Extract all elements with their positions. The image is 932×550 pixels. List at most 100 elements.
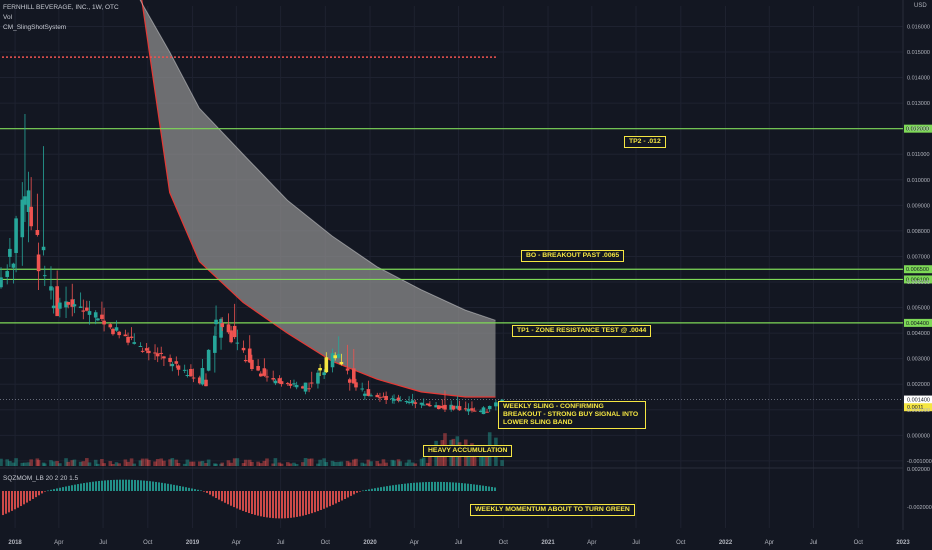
volume-bar xyxy=(428,449,432,466)
volume-bar xyxy=(339,461,344,466)
time-tick-label: Oct xyxy=(321,540,331,546)
candle-body xyxy=(481,407,486,415)
level-tag-label: 0.006500 xyxy=(906,267,929,273)
time-tick-label: Jul xyxy=(810,540,818,546)
momentum-bar xyxy=(356,491,358,493)
volume-bar xyxy=(189,461,193,466)
volume-bar xyxy=(36,460,41,466)
candle-body xyxy=(235,342,240,344)
horizontal-levels: 0.012000 0.006500 0.006100 0.004400 0.001400… xyxy=(0,56,932,412)
volume-bar xyxy=(318,459,322,466)
annotation-momentum: WEEKLY MOMENTUM ABOUT TO TURN GREEN xyxy=(470,504,635,516)
momentum-bar xyxy=(407,483,409,491)
candle-body xyxy=(108,324,113,328)
level-tag-label: 0.004400 xyxy=(906,321,929,327)
candle-body xyxy=(36,254,41,272)
volume-bar xyxy=(182,463,187,466)
volume-bar xyxy=(345,460,350,466)
price-tick-label: 0.009000 xyxy=(907,203,930,209)
momentum-bar xyxy=(467,483,469,491)
momentum-bar xyxy=(104,480,106,491)
candle-body xyxy=(49,286,53,291)
price-tick-label: 0.014000 xyxy=(907,76,930,82)
momentum-bar xyxy=(410,483,412,491)
candle-body xyxy=(369,395,373,397)
volume-bar xyxy=(213,463,217,466)
momentum-bar xyxy=(185,487,187,491)
momentum-bar xyxy=(338,491,340,502)
momentum-bar xyxy=(29,491,31,501)
momentum-bar xyxy=(53,489,55,491)
momentum-bar xyxy=(50,489,52,491)
volume-bar xyxy=(23,462,27,466)
candle-body xyxy=(87,311,92,315)
candle-body xyxy=(303,382,308,392)
volume-bar xyxy=(206,459,211,466)
momentum-bar xyxy=(227,491,229,505)
volume-bar xyxy=(42,463,47,466)
volume-bar xyxy=(170,458,175,466)
price-tick-label: 0.006000 xyxy=(907,280,930,286)
candle-body xyxy=(0,277,3,288)
momentum-bar xyxy=(305,491,307,515)
price-tick-label: 0.010000 xyxy=(907,178,930,184)
momentum-bar xyxy=(452,482,454,491)
volume-bar xyxy=(265,458,269,466)
volume-bar xyxy=(316,463,320,466)
volume-bar xyxy=(398,461,403,466)
momentum-bar xyxy=(32,491,34,499)
candle-body xyxy=(29,206,33,227)
momentum-bar xyxy=(17,491,19,508)
momentum-bar xyxy=(110,480,112,491)
momentum-bar xyxy=(323,491,325,509)
time-tick-label: Apr xyxy=(410,540,419,546)
candle-body xyxy=(265,376,269,378)
momentum-bar xyxy=(344,491,346,499)
volume-bar xyxy=(144,458,149,466)
volume-bar xyxy=(168,459,172,466)
volume-bar xyxy=(78,461,83,466)
momentum-bar xyxy=(251,491,253,515)
price-tick-label: 0.008000 xyxy=(907,229,930,235)
momentum-bar xyxy=(161,482,163,491)
candle-body xyxy=(339,362,344,365)
volume-bar xyxy=(114,462,119,466)
momentum-bar xyxy=(23,491,25,505)
candle-body xyxy=(396,397,401,401)
candle-body xyxy=(213,335,217,353)
candle-body xyxy=(279,381,284,385)
candle-body xyxy=(322,372,326,376)
candle-body xyxy=(20,199,25,238)
momentum-bar xyxy=(101,480,103,491)
momentum-bar xyxy=(479,485,481,491)
time-tick-label: Apr xyxy=(54,540,63,546)
candle-body xyxy=(479,410,483,412)
volume-bar xyxy=(229,462,233,466)
candle-body xyxy=(449,404,453,410)
candle-body xyxy=(81,310,86,312)
candle-body xyxy=(307,388,311,390)
volume-bar xyxy=(162,460,166,466)
candle-body xyxy=(451,405,456,410)
time-tick-label: Oct xyxy=(499,540,509,546)
momentum-bar xyxy=(131,479,133,491)
momentum-bar xyxy=(248,491,250,514)
volume-bar xyxy=(102,463,106,466)
volume-bar xyxy=(200,460,205,466)
momentum-bar xyxy=(326,491,328,508)
momentum-bar xyxy=(14,491,16,510)
momentum-bar xyxy=(89,482,91,491)
volume-bar xyxy=(309,458,314,466)
momentum-bar xyxy=(176,485,178,491)
momentum-tick-label: -0.002000 xyxy=(907,505,932,511)
momentum-bar xyxy=(35,491,37,498)
momentum-bar xyxy=(149,481,151,491)
volume-bar xyxy=(360,462,364,466)
momentum-bar xyxy=(164,483,166,491)
level-tag xyxy=(904,318,932,327)
momentum-bar xyxy=(482,485,484,491)
momentum-bar xyxy=(182,486,184,491)
volume-bar xyxy=(247,459,252,466)
price-tick-label: 0.001000 xyxy=(907,408,930,414)
